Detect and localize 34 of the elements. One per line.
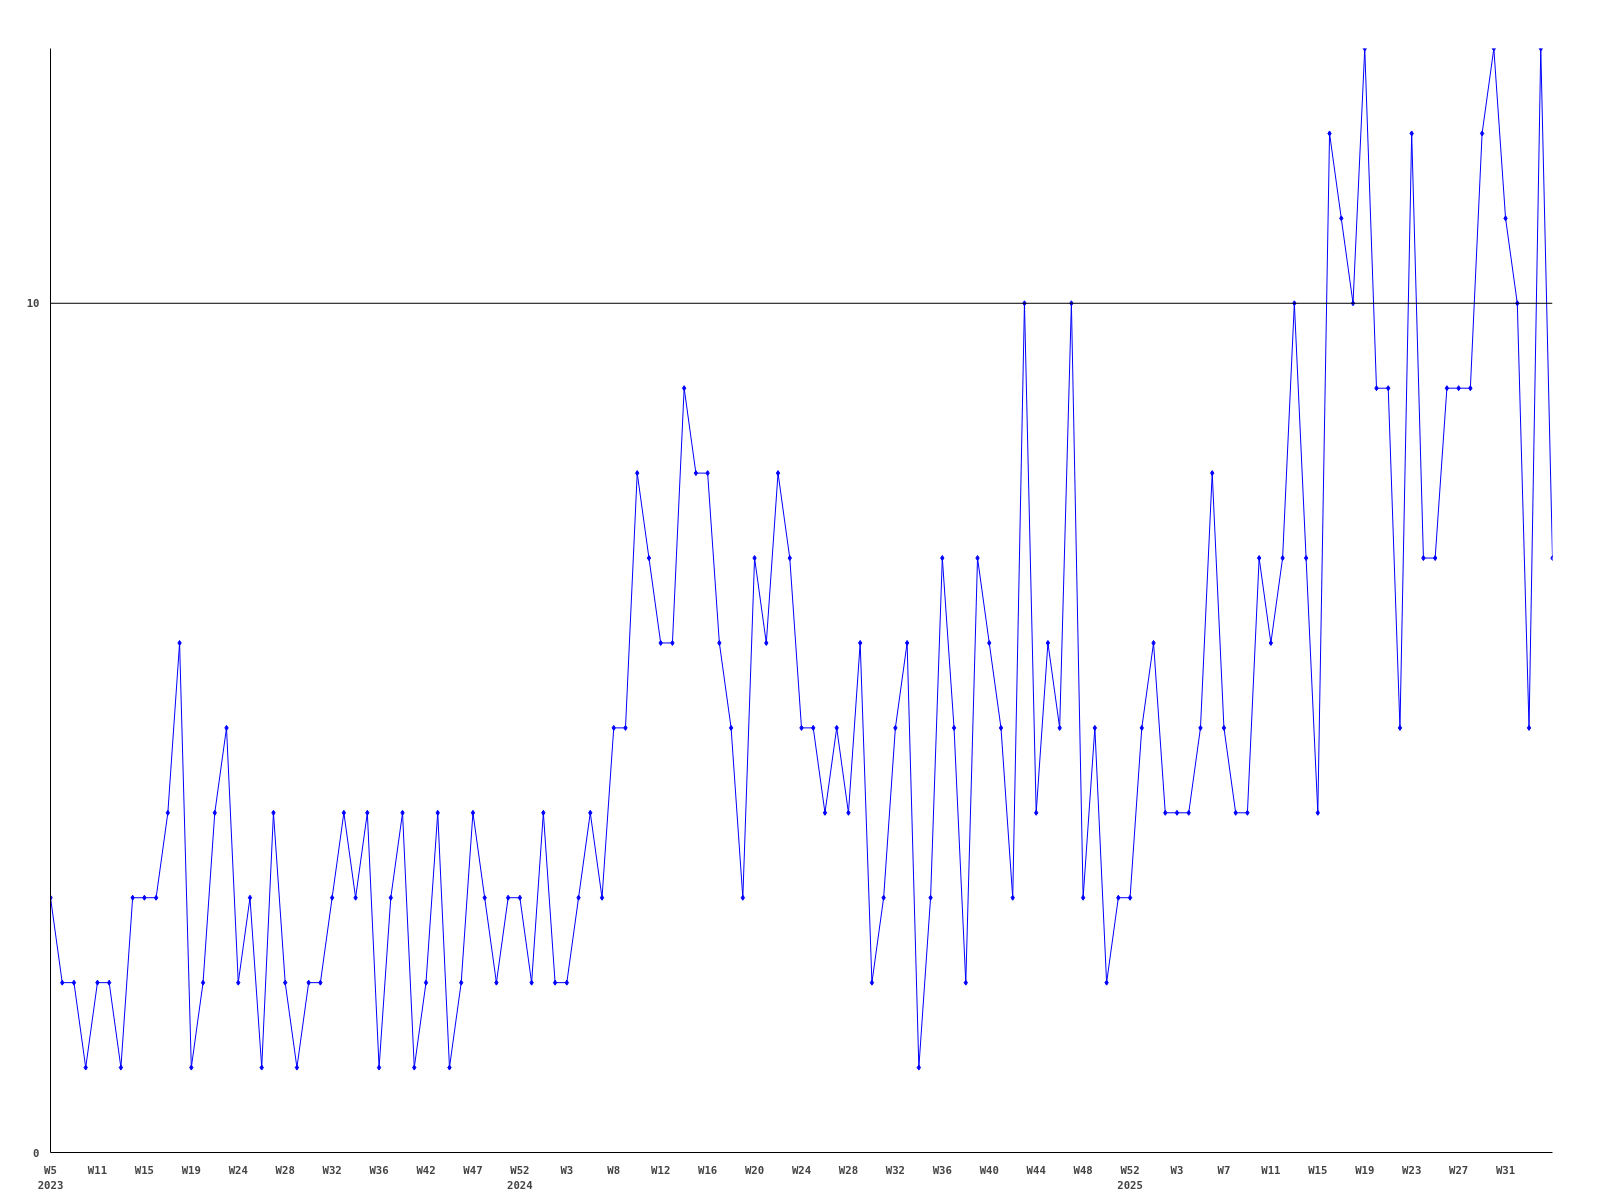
x-tick-label: W7 [1217,1163,1231,1177]
y-tick-label: 0 [33,1146,40,1160]
x-tick-label: W27 [1449,1163,1469,1177]
x-tick-label: W5 2023 [37,1163,64,1193]
x-tick-label: W40 [979,1163,999,1177]
x-tick-label: W15 [134,1163,154,1177]
x-tick-label: W20 [744,1163,765,1177]
x-tick-label: W42 [416,1163,436,1177]
x-tick-label: W12 [651,1163,671,1177]
x-tick-label: W28 [275,1163,295,1177]
x-tick-label: W3 [1170,1163,1184,1177]
x-tick-label: W23 [1402,1163,1422,1177]
x-tick-label: W19 [1355,1163,1375,1177]
x-tick-label: W52 2025 [1117,1163,1143,1193]
x-tick-label: W44 [1026,1163,1046,1177]
x-tick-label: W52 2024 [507,1163,533,1193]
x-tick-label: W8 [607,1163,621,1177]
x-tick-label: W19 [181,1163,201,1177]
x-tick-label: W24 [228,1163,248,1177]
x-tick-label: W48 [1073,1163,1093,1177]
x-tick-label: W28 [838,1163,859,1177]
y-tick-label: 10 [26,297,40,311]
x-tick-label: W36 [369,1163,389,1177]
x-tick-label: W31 [1495,1163,1516,1177]
x-tick-label: W47 [463,1163,483,1177]
x-tick-label: W15 [1308,1163,1328,1177]
x-tick-label: W3 [560,1163,574,1177]
x-tick-label: W32 [322,1163,342,1177]
x-tick-label: W11 [1261,1163,1281,1177]
x-tick-label: W24 [791,1163,812,1177]
x-tick-label: W11 [87,1163,108,1177]
x-tick-label: W16 [698,1163,718,1177]
x-tick-label: W36 [932,1163,952,1177]
x-tick-label: W32 [885,1163,905,1177]
